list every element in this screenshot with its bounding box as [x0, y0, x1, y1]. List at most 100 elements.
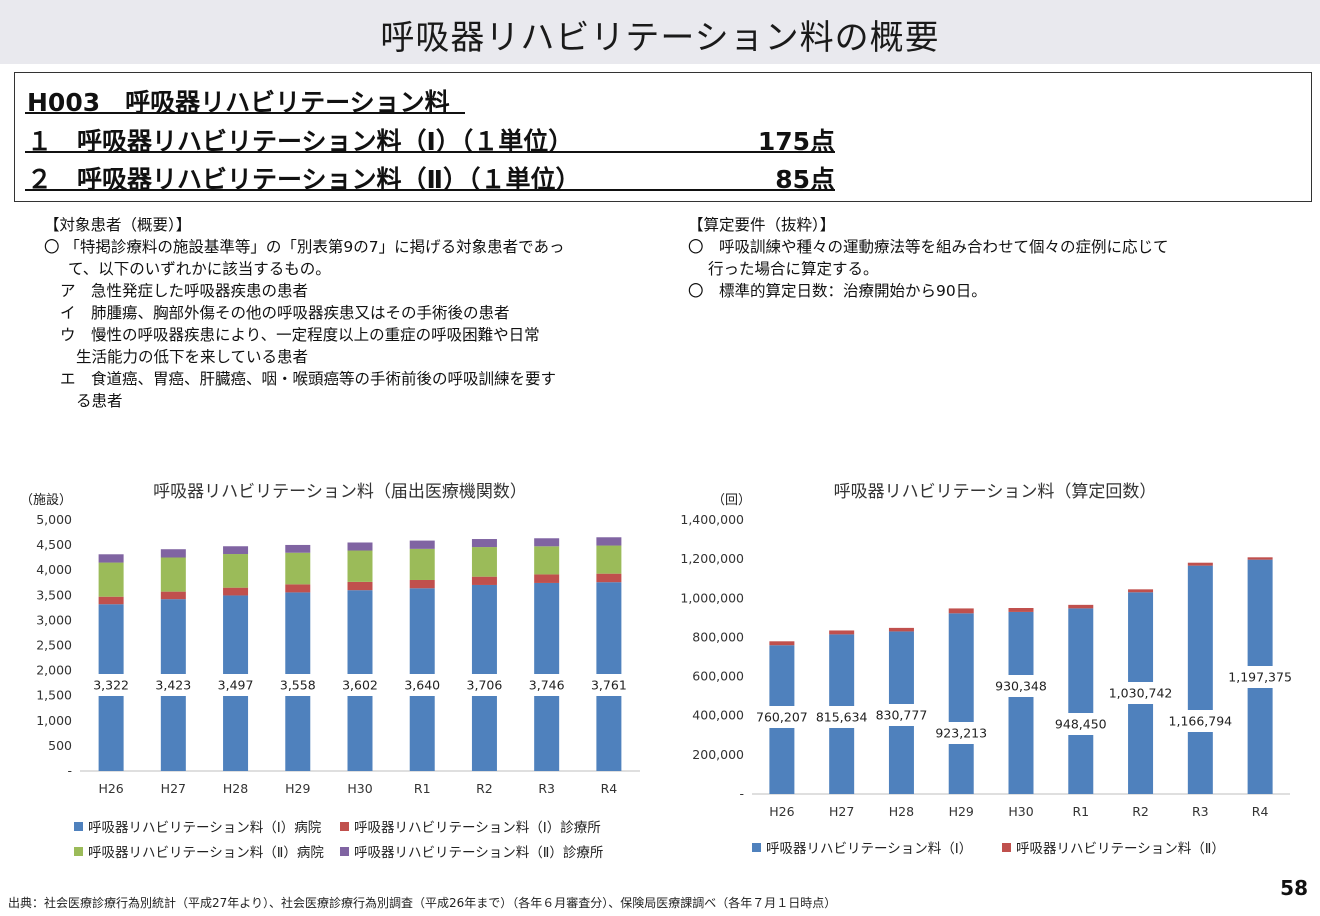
- bar-segment: [1068, 604, 1094, 609]
- page-title: 呼吸器リハビリテーション料の概要: [380, 18, 940, 58]
- legend-label: 呼吸器リハビリテーション料（Ⅰ）病院: [88, 820, 322, 836]
- chart2-plot: - 200,000 400,000 600,000 800,000 1,000,000 1,…: [680, 512, 1292, 819]
- x-tick-label: R2: [476, 781, 493, 796]
- legend-label: 呼吸器リハビリテーション料（Ⅰ）診療所: [354, 820, 601, 836]
- patients-line: る患者: [76, 392, 123, 410]
- legend-item: 呼吸器リハビリテーション料（Ⅰ）: [752, 837, 972, 857]
- legend-swatch: [752, 843, 761, 852]
- y-tick-label: 800,000: [692, 629, 744, 644]
- chart1-y-unit: （施設）: [20, 493, 73, 508]
- bar-segment: [160, 557, 186, 592]
- bar-segment: [409, 579, 435, 589]
- bar-segment: [285, 584, 311, 593]
- bar-segment: [1068, 608, 1094, 794]
- page-number: 58: [1280, 876, 1308, 900]
- legend-item: 呼吸器リハビリテーション料（Ⅰ）診療所: [340, 816, 601, 836]
- legend-item: 呼吸器リハビリテーション料（Ⅱ）診療所: [340, 841, 603, 861]
- y-tick-label: 1,400,000: [680, 512, 744, 527]
- bar-segment: [223, 546, 249, 555]
- bar-segment: [1187, 562, 1213, 566]
- y-tick-label: 5,000: [36, 512, 72, 527]
- bar-segment: [471, 539, 497, 548]
- y-tick-label: 200,000: [692, 747, 744, 762]
- chart2-title: 呼吸器リハビリテーション料（算定回数）: [833, 482, 1157, 502]
- data-label-bg: [810, 706, 873, 728]
- patients-line: て、以下のいずれかに該当するもの。: [68, 260, 331, 278]
- legend-item: 呼吸器リハビリテーション料（Ⅱ）病院: [74, 841, 324, 861]
- bar-segment: [285, 552, 311, 585]
- underline: [25, 189, 835, 191]
- patients-line: ウ 慢性の呼吸器疾患により、一定程度以上の重症の呼吸困難や日常: [60, 326, 540, 344]
- data-label-bg: [990, 675, 1052, 697]
- footnote: 出典：社会医療診療行為別統計（平成27年より）、社会医療診療行為別調査（平成26…: [8, 896, 837, 910]
- y-tick-label: 4,500: [36, 537, 72, 552]
- data-label-bg: [750, 706, 813, 728]
- patients-line: ア 急性発症した呼吸器疾患の患者: [60, 282, 309, 300]
- bar-segment: [98, 596, 124, 605]
- bar-segment: [160, 591, 186, 600]
- legend-label: 呼吸器リハビリテーション料（Ⅱ）: [1016, 841, 1225, 857]
- bar-segment: [948, 613, 974, 794]
- data-label-bg: [1109, 682, 1172, 704]
- data-label: 3,497: [218, 678, 254, 693]
- legend-swatch: [340, 847, 349, 856]
- y-tick-label: 1,200,000: [680, 551, 744, 566]
- data-label-bg: [211, 674, 260, 696]
- bar-segment: [409, 548, 435, 580]
- bar-segment: [347, 542, 373, 551]
- chart1-plot: - 500 1,000 1,500 2,000 2,500 3,000 3,500 4,000 4…: [36, 512, 640, 796]
- y-tick-label: 400,000: [692, 708, 744, 723]
- patients-heading: 【対象患者（概要）】: [44, 216, 192, 234]
- bar-segment: [409, 540, 435, 549]
- summary-box: H003 呼吸器リハビリテーション料 １ 呼吸器リハビリテーション料（Ⅰ）（１単…: [14, 72, 1312, 202]
- bar-segment: [471, 547, 497, 577]
- bar-segment: [160, 549, 186, 558]
- data-label: 830,777: [876, 708, 928, 723]
- y-tick-label: 3,500: [36, 587, 72, 602]
- bar-segment: [534, 574, 560, 583]
- data-label: 1,166,794: [1169, 714, 1233, 729]
- y-tick-label: 2,000: [36, 663, 72, 678]
- data-label: 3,558: [280, 678, 316, 693]
- data-label: 3,706: [467, 678, 503, 693]
- x-tick-label: H28: [889, 804, 914, 819]
- x-tick-label: R1: [414, 781, 431, 796]
- legend-item: 呼吸器リハビリテーション料（Ⅱ）: [1002, 837, 1225, 857]
- patients-line: 〇 「特掲診療料の施設基準等」の「別表第9の7」に掲げる対象患者であっ: [44, 238, 565, 256]
- data-label-bg: [1169, 710, 1232, 732]
- y-tick-label: 4,000: [36, 562, 72, 577]
- legend-label: 呼吸器リハビリテーション料（Ⅰ）: [766, 841, 973, 857]
- patients-line: 生活能力の低下を来している患者: [76, 348, 309, 366]
- data-label-bg: [149, 674, 198, 696]
- x-tick-label: H28: [223, 781, 248, 796]
- bar-segment: [596, 573, 622, 583]
- data-label: 815,634: [816, 710, 868, 725]
- bar-segment: [534, 546, 560, 575]
- requirements-heading: 【算定要件（抜粋）】: [688, 216, 836, 234]
- y-tick-label: -: [67, 763, 72, 778]
- y-tick-label: 2,500: [36, 638, 72, 653]
- data-label-bg: [930, 722, 993, 744]
- data-label: 760,207: [756, 710, 808, 725]
- x-tick-label: H29: [285, 781, 310, 796]
- x-tick-label: H30: [1008, 804, 1033, 819]
- x-tick-label: R3: [538, 781, 555, 796]
- y-tick-label: 1,000,000: [680, 590, 744, 605]
- requirements-section: 【算定要件（抜粋）】 〇 呼吸訓練や種々の運動療法等を組み合わせて個々の症例に応…: [688, 214, 1169, 302]
- data-label-bg: [522, 674, 571, 696]
- bar-segment: [223, 554, 249, 588]
- x-tick-label: H27: [161, 781, 186, 796]
- data-label-bg: [273, 674, 322, 696]
- bar-segment: [534, 538, 560, 547]
- requirements-line: 行った場合に算定する。: [708, 260, 879, 278]
- legend-item: 呼吸器リハビリテーション料（Ⅰ）病院: [74, 816, 321, 836]
- x-tick-label: R4: [601, 781, 618, 796]
- data-label-bg: [460, 674, 509, 696]
- bar-segment: [1247, 557, 1273, 560]
- bar-segment: [347, 550, 373, 582]
- requirements-line: 〇 呼吸訓練や種々の運動療法等を組み合わせて個々の症例に応じて: [688, 238, 1169, 256]
- chart1-title: 呼吸器リハビリテーション料（届出医療機関数）: [153, 482, 527, 502]
- data-label-bg: [336, 674, 384, 696]
- data-label: 1,030,742: [1109, 686, 1173, 701]
- bar-segment: [829, 630, 855, 635]
